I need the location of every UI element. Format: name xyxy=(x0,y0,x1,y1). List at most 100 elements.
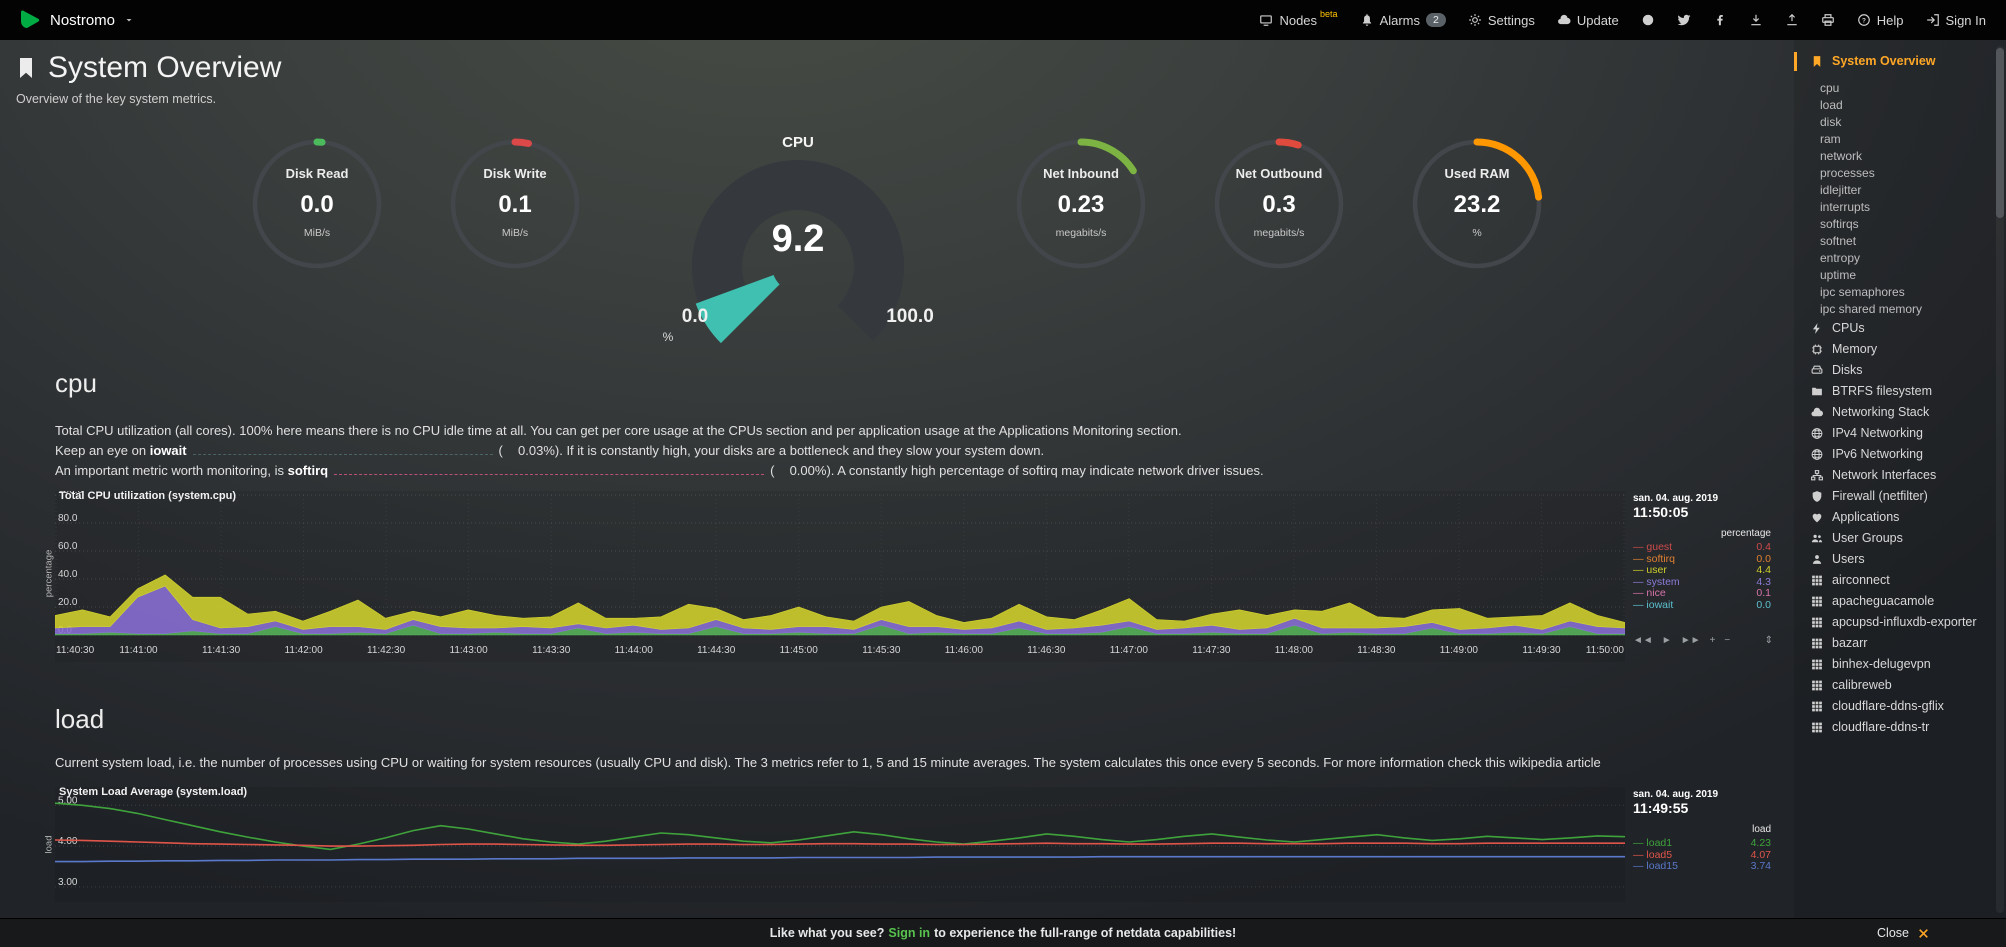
gauge-net-inbound[interactable]: Net Inbound 0.23 megabits/s xyxy=(1006,134,1156,302)
sidebar-item-users[interactable]: Users xyxy=(1794,549,2006,570)
chevron-down-icon xyxy=(123,14,135,26)
chip-icon xyxy=(1810,343,1824,356)
gauge-net-outbound[interactable]: Net Outbound 0.3 megabits/s xyxy=(1204,134,1354,302)
gauge-unit: MiB/s xyxy=(501,227,529,239)
nav-twitter[interactable] xyxy=(1667,7,1701,33)
nav-import-snapshot[interactable] xyxy=(1775,7,1809,33)
sidebar-item-memory[interactable]: Memory xyxy=(1794,339,2006,360)
legend-row-system[interactable]: — system 4.3 xyxy=(1633,575,1771,588)
sidebar-item-apacheguacamole[interactable]: apacheguacamole xyxy=(1794,591,2006,612)
gauge-disk-read[interactable]: Disk Read 0.0 MiB/s xyxy=(242,134,392,302)
chart-system-load[interactable]: load System Load Average (system.load) 5.0… xyxy=(44,786,1794,902)
chart-toolbar-pan-zoom[interactable]: ⇕ xyxy=(1764,635,1773,646)
heart-icon xyxy=(1810,511,1824,524)
sidebar-item-system-overview[interactable]: System Overview xyxy=(1794,52,2006,71)
legend-row-softirq[interactable]: — softirq 0.0 xyxy=(1633,552,1771,565)
nav-settings[interactable]: Settings xyxy=(1458,7,1545,34)
sidebar-item-disks[interactable]: Disks xyxy=(1794,360,2006,381)
svg-text:11:44:00: 11:44:00 xyxy=(615,645,654,656)
chart-plot-area[interactable]: System Load Average (system.load) 5.00 4.0… xyxy=(54,786,1626,902)
host-selector[interactable]: Nostromo xyxy=(10,8,143,32)
sidebar-item-cloudflare-ddns-gflix[interactable]: cloudflare-ddns-gflix xyxy=(1794,696,2006,717)
nav-github[interactable] xyxy=(1631,7,1665,33)
sidebar-scrollbar[interactable] xyxy=(1996,46,2004,913)
sidebar-item-load[interactable]: load xyxy=(1794,97,2006,114)
sidebar-item-network-interfaces[interactable]: Network Interfaces xyxy=(1794,465,2006,486)
legend-row-user[interactable]: — user 4.4 xyxy=(1633,564,1771,576)
chart-axis-unit-label: percentage xyxy=(43,549,55,598)
sidebar-item-bazarr[interactable]: bazarr xyxy=(1794,633,2006,654)
nav-signin[interactable]: Sign In xyxy=(1916,7,1996,34)
hdd-icon xyxy=(1810,364,1824,377)
sidebar-item-uptime[interactable]: uptime xyxy=(1794,267,2006,284)
legend-row-iowait[interactable]: — iowait 0.0 xyxy=(1633,598,1771,611)
chart-plot-area[interactable]: Total CPU utilization (system.cpu)100.0 8… xyxy=(54,485,1626,662)
sidebar-item-ipc-shared-memory[interactable]: ipc shared memory xyxy=(1794,301,2006,318)
chart-toolbar-zoom-in[interactable]: + xyxy=(1709,635,1716,646)
sidebar-item-airconnect[interactable]: airconnect xyxy=(1794,570,2006,591)
nav-facebook[interactable] xyxy=(1703,7,1737,33)
legend-row-load15[interactable]: — load15 3.74 xyxy=(1633,860,1771,872)
sidebar-item-firewall-netfilter[interactable]: Firewall (netfilter) xyxy=(1794,486,2006,507)
sidebar-item-ipc-semaphores[interactable]: ipc semaphores xyxy=(1794,284,2006,301)
sidebar-item-label: Applications xyxy=(1832,510,1900,524)
chart-toolbar-forwards[interactable]: ►► xyxy=(1680,635,1701,646)
sidebar-item-cpus[interactable]: CPUs xyxy=(1794,318,2006,339)
sidebar-item-calibreweb[interactable]: calibreweb xyxy=(1794,675,2006,696)
sidebar-item-ipv6-networking[interactable]: IPv6 Networking xyxy=(1794,444,2006,465)
sidebar-item-entropy[interactable]: entropy xyxy=(1794,250,2006,267)
sidebar-item-processes[interactable]: processes xyxy=(1794,165,2006,182)
nav-alarms[interactable]: Alarms 2 xyxy=(1350,7,1456,34)
sidebar-item-network[interactable]: network xyxy=(1794,148,2006,165)
gauge-value: 0.0 xyxy=(300,191,334,218)
sidebar-item-networking-stack[interactable]: Networking Stack xyxy=(1794,402,2006,423)
svg-text:5.00: 5.00 xyxy=(58,795,78,806)
sidebar-item-softnet[interactable]: softnet xyxy=(1794,233,2006,250)
sidebar-item-softirqs[interactable]: softirqs xyxy=(1794,216,2006,233)
nav-help[interactable]: ? Help xyxy=(1847,7,1914,34)
gauge-cpu[interactable]: CPU 9.2 0.0 100.0% xyxy=(638,134,958,346)
sidebar-scrollbar-thumb[interactable] xyxy=(1996,48,2004,218)
sidebar-item-binhex-delugevpn[interactable]: binhex-delugevpn xyxy=(1794,654,2006,675)
nav-update[interactable]: Update xyxy=(1547,7,1629,34)
iowait-term: iowait xyxy=(149,443,187,458)
chart-toolbar-backwards[interactable]: ◄◄ xyxy=(1633,635,1653,646)
sidebar-item-ipv4-networking[interactable]: IPv4 Networking xyxy=(1794,423,2006,444)
nav-export-snapshot[interactable] xyxy=(1739,7,1773,33)
svg-text:11:49:30: 11:49:30 xyxy=(1522,645,1561,656)
sidebar-item-idlejitter[interactable]: idlejitter xyxy=(1794,182,2006,199)
chart-toolbar-play[interactable]: ► xyxy=(1661,635,1672,646)
signin-link[interactable]: Sign in xyxy=(888,926,931,940)
sidebar-item-disk[interactable]: disk xyxy=(1794,114,2006,131)
gauge-value: 0.3 xyxy=(1262,191,1296,218)
gauge-disk-write[interactable]: Disk Write 0.1 MiB/s xyxy=(440,134,590,302)
sidebar-item-label: network xyxy=(1820,149,1863,163)
gauge-used-ram[interactable]: Used RAM 23.2% xyxy=(1402,134,1552,302)
legend-row-load1[interactable]: — load1 4.23 xyxy=(1633,837,1771,849)
grid-icon xyxy=(1810,700,1824,713)
sidebar-item-cloudflare-ddns-tr[interactable]: cloudflare-ddns-tr xyxy=(1794,717,2006,738)
sidebar-item-cpu[interactable]: cpu xyxy=(1794,80,2006,97)
sidebar-item-applications[interactable]: Applications xyxy=(1794,507,2006,528)
sidebar-item-ram[interactable]: ram xyxy=(1794,131,2006,148)
sidebar-item-btrfs-filesystem[interactable]: BTRFS filesystem xyxy=(1794,381,2006,402)
grid-icon xyxy=(1810,616,1824,629)
legend-row-guest[interactable]: — guest 0.4 xyxy=(1633,541,1771,553)
chart-canvas[interactable]: 5.00 4.00 3.00 xyxy=(54,787,1626,897)
sidebar-item-interrupts[interactable]: interrupts xyxy=(1794,199,2006,216)
sidebar-item-user-groups[interactable]: User Groups xyxy=(1794,528,2006,549)
chart-toolbar-zoom-out[interactable]: − xyxy=(1724,635,1731,646)
chart-canvas[interactable]: 100.080.060.040.020.00.011:40:3011:41:00… xyxy=(54,485,1626,657)
chart-legend: san. 04. aug. 2019 11:49:55 load — load1 4.2… xyxy=(1625,787,1775,902)
sidebar-item-apcupsd-influxdb-exporter[interactable]: apcupsd-influxdb-exporter xyxy=(1794,612,2006,633)
nav-print[interactable] xyxy=(1811,7,1845,33)
sidebar-item-label: interrupts xyxy=(1820,200,1871,214)
page-subtitle: Overview of the key system metrics. xyxy=(16,92,217,106)
main-content: System Overview Overview of the key syst… xyxy=(0,40,1794,947)
legend-row-load5[interactable]: — load5 4.07 xyxy=(1633,848,1771,861)
banner-close-button[interactable]: Close xyxy=(1877,926,1930,940)
legend-row-nice[interactable]: — nice 0.1 xyxy=(1633,587,1771,599)
sidebar-item-label: load xyxy=(1820,98,1843,112)
nav-nodes[interactable]: Nodes beta xyxy=(1249,7,1347,34)
chart-system-cpu[interactable]: percentage Total CPU utilization (system.… xyxy=(44,485,1794,662)
